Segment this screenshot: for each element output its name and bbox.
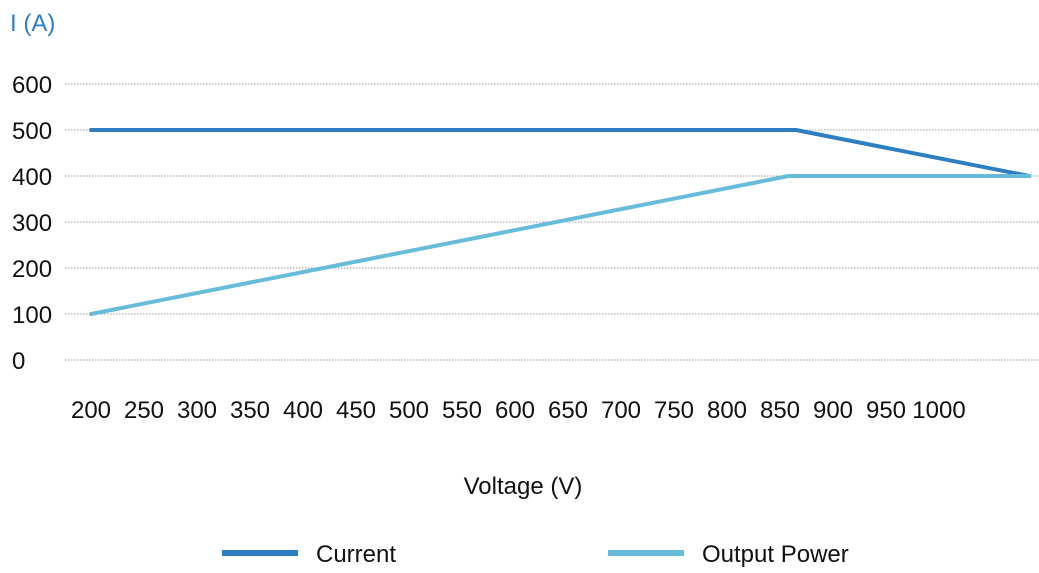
x-tick-label: 950 <box>866 397 906 424</box>
legend-label: Current <box>316 541 396 568</box>
series-line-current <box>89 128 1032 178</box>
y-tick-labels: 600 500 400 300 200 100 0 <box>12 72 52 375</box>
y-tick-label: 200 <box>12 256 52 283</box>
data-point <box>795 129 797 131</box>
x-tick-label: 550 <box>442 397 482 424</box>
x-tick-label: 350 <box>230 397 270 424</box>
x-tick-label: 400 <box>283 397 323 424</box>
data-point <box>90 129 92 131</box>
y-tick-label: 500 <box>12 118 52 145</box>
x-tick-label: 450 <box>336 397 376 424</box>
x-tick-label: 850 <box>760 397 800 424</box>
y-tick-label: 600 <box>12 72 52 99</box>
data-point <box>1028 175 1030 177</box>
x-tick-label: 250 <box>124 397 164 424</box>
y-tick-label: 100 <box>12 302 52 329</box>
x-tick-label: 1000 <box>912 397 965 424</box>
x-tick-label: 200 <box>71 397 111 424</box>
x-axis-title: Voltage (V) <box>464 473 583 500</box>
x-tick-label: 900 <box>813 397 853 424</box>
x-tick-label: 650 <box>548 397 588 424</box>
x-tick-label: 800 <box>707 397 747 424</box>
y-axis-title: I (A) <box>10 10 55 37</box>
series-lines <box>89 128 1032 316</box>
series-line-output-power <box>89 174 1032 316</box>
legend-label: Output Power <box>702 541 849 568</box>
x-tick-labels: 200 250 300 350 400 450 500 550 600 650 700 750 800 8… <box>71 397 966 424</box>
data-point <box>787 175 789 177</box>
y-tick-label: 400 <box>12 164 52 191</box>
x-tick-label: 600 <box>495 397 535 424</box>
x-tick-label: 300 <box>177 397 217 424</box>
y-tick-label: 0 <box>12 348 25 375</box>
x-tick-label: 500 <box>389 397 429 424</box>
x-tick-label: 750 <box>654 397 694 424</box>
data-point <box>90 313 92 315</box>
legend: Current Output Power <box>222 541 849 568</box>
y-tick-label: 300 <box>12 210 52 237</box>
x-tick-label: 700 <box>601 397 641 424</box>
